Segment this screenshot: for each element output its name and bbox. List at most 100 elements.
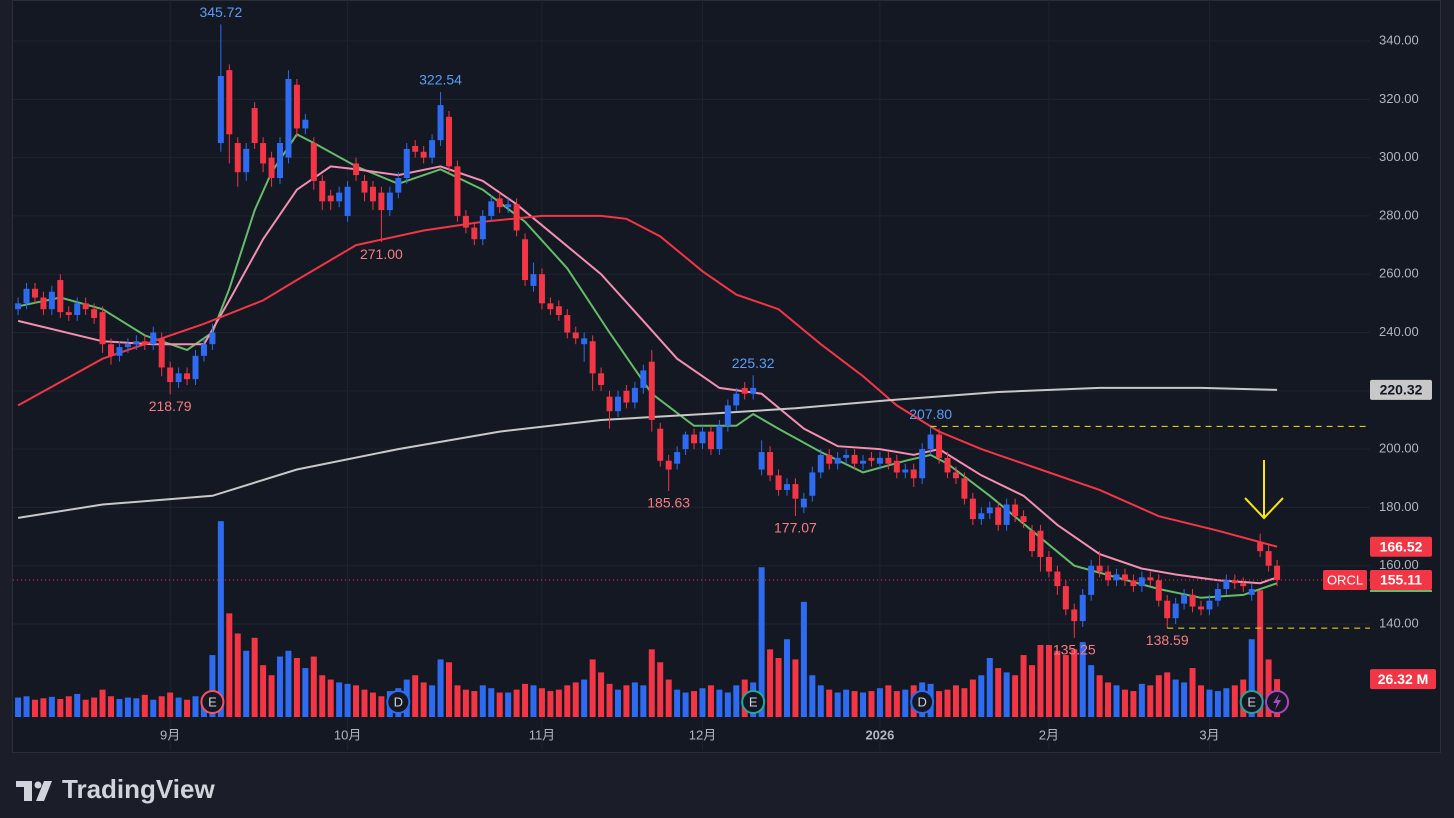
volume-bar (251, 637, 258, 717)
candle-body (978, 513, 985, 520)
candles (15, 24, 1281, 638)
volume-bar (429, 685, 436, 717)
volume-bar (268, 675, 275, 717)
volume-bar (65, 696, 72, 717)
candle-body (1164, 600, 1171, 619)
volume-bar (234, 633, 241, 717)
candle-body (555, 306, 562, 316)
candle-body (944, 457, 951, 473)
x-tick-label: 2026 (865, 727, 894, 742)
candle-body (783, 484, 790, 490)
candle-body (530, 274, 537, 286)
candle-body (226, 70, 233, 135)
volume-bar (184, 699, 191, 717)
volume-bar (868, 691, 875, 717)
volume-bar (555, 689, 562, 717)
candle-body (648, 361, 655, 420)
volume-bar (15, 697, 22, 717)
candle-body (124, 344, 131, 348)
volume-bar (496, 692, 503, 717)
candle-body (175, 373, 182, 383)
volume-bar (902, 689, 909, 717)
candle-body (1029, 530, 1036, 552)
volume-bar (369, 692, 376, 717)
candle-body (505, 204, 512, 208)
candle-body (682, 434, 689, 450)
y-tick-label: 260.00 (1379, 266, 1419, 281)
candle-body (868, 457, 875, 461)
event-label: E (208, 694, 217, 709)
volume-bar (1012, 675, 1019, 717)
volume-bar (817, 685, 824, 717)
candle-body (986, 507, 993, 514)
candle-body (834, 457, 841, 464)
candle-body (885, 457, 892, 464)
brand-name: TradingView (62, 774, 215, 804)
candle-body (15, 303, 22, 310)
arrow-head (1244, 497, 1284, 520)
volume-bar (150, 699, 157, 717)
candle-body (209, 332, 216, 345)
candle-body (302, 119, 309, 129)
low-label: 218.79 (149, 398, 192, 414)
volume-bar (758, 567, 765, 717)
candle-body (1189, 594, 1196, 607)
low-label: 138.59 (1146, 632, 1189, 648)
y-tick-label: 280.00 (1379, 207, 1419, 222)
volume-bar (1130, 691, 1137, 717)
candle-body (936, 434, 943, 458)
candle-body (23, 288, 30, 304)
candle-body (488, 201, 495, 216)
candle-body (969, 498, 976, 520)
event-label: E (1247, 694, 1256, 709)
volume-bar (995, 668, 1002, 717)
volume-bar (969, 679, 976, 717)
x-tick-label: 2月 (1039, 727, 1059, 742)
volume-bar (277, 656, 284, 717)
volume-bar (260, 665, 267, 717)
volume-bar (1071, 649, 1078, 717)
candle-body (1172, 603, 1179, 619)
volume-bar (707, 685, 714, 717)
candle-body (1121, 574, 1128, 581)
candle-body (724, 405, 731, 426)
volume-bar (775, 657, 782, 717)
chart-panel (12, 0, 1441, 753)
volume-bar (800, 601, 807, 717)
candle-body (716, 425, 723, 450)
volume-bar (783, 639, 790, 717)
volume-bar (1164, 672, 1171, 717)
volume-bar (623, 685, 630, 717)
volume-bar (133, 698, 140, 717)
event-label: E (749, 694, 758, 709)
y-tick-label: 300.00 (1379, 149, 1419, 164)
candle-body (598, 373, 605, 385)
candle-body (657, 428, 664, 461)
candle-body (767, 452, 774, 476)
candle-body (665, 460, 672, 470)
volume-bar (1121, 689, 1128, 717)
low-label: 135.25 (1053, 642, 1096, 658)
volume-bar (141, 694, 148, 717)
candle-body (192, 355, 199, 380)
candle-body (1071, 609, 1078, 622)
logo-part (34, 781, 42, 789)
candle-body (217, 75, 224, 144)
volume-bar (471, 691, 478, 717)
candle-body (403, 148, 410, 179)
y-tick-label: 180.00 (1379, 499, 1419, 514)
candle-body (538, 274, 545, 304)
candle-body (750, 387, 757, 394)
volume-bar (1265, 659, 1272, 717)
volume-bar (1257, 590, 1264, 717)
volume-bar (116, 699, 123, 717)
volume-bar (192, 696, 199, 717)
volume-bar (530, 685, 537, 717)
volume-bar (319, 675, 326, 717)
volume-bar (1214, 691, 1221, 717)
candle-body (184, 373, 191, 380)
candle-body (1231, 580, 1238, 584)
candle-body (99, 312, 106, 345)
candle-body (1096, 565, 1103, 572)
